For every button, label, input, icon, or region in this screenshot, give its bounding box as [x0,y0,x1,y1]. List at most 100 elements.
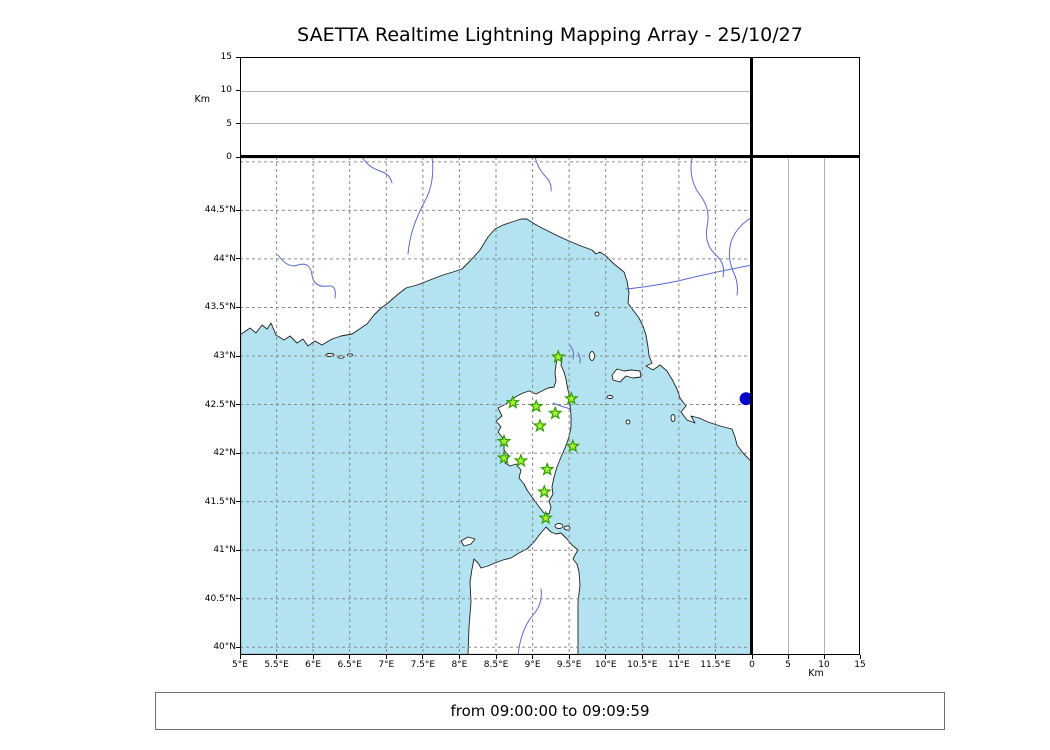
pianosa-island [606,395,614,399]
station-star [505,394,521,409]
lon-tick-label: 5.5°E [264,660,289,670]
lon-tick-mark [239,655,241,659]
alt-tick-label-bottom: 10 [818,660,830,670]
lon-tick-label: 8°E [451,660,468,670]
alt-tick-label-bottom: 0 [749,660,755,670]
lon-tick-mark [349,655,351,659]
asinara-island [460,536,476,547]
lon-tick-label: 6.5°E [337,660,362,670]
lon-tick-label: 7.5°E [410,660,436,670]
river [277,254,336,299]
lat-tick-mark [236,404,240,406]
lat-tick-label: 41°N [213,545,236,556]
lat-tick-label: 40.5°N [204,593,236,604]
lon-tick-mark [276,655,278,659]
lon-tick-mark [714,655,716,659]
lon-tick-mark [641,655,643,659]
sardinia-coastline [467,526,581,655]
lat-tick-mark [236,355,240,357]
altitude-vs-longitude-panel [240,57,752,157]
lat-tick-label: 44.5°N [204,205,236,216]
alt-tick-label-bottom: 5 [785,660,791,670]
lon-tick-mark [458,655,460,659]
lat-tick-mark [236,258,240,260]
lon-tick-label: 10.5°E [627,660,658,670]
lat-tick-mark [236,646,240,648]
event-dot [739,392,752,406]
altitude-gridline [788,158,790,654]
station-star [563,390,579,406]
altitude-axis-unit-top: Km [194,94,210,105]
station-star [536,484,552,499]
figure-title: SAETTA Realtime Lightning Mapping Array … [297,24,803,46]
station-star [538,510,554,525]
lat-tick-label: 40°N [213,642,236,653]
divider-horizontal [240,155,860,158]
alt-tick-mark [751,655,753,659]
lat-tick-mark [236,306,240,308]
station-star [565,438,581,453]
lat-tick-mark [236,549,240,551]
station-star [532,418,548,433]
grid-layer [240,157,752,655]
river [407,157,434,255]
alt-tick-label-bottom: 15 [854,660,866,670]
station-star [539,461,555,476]
elba-island [611,368,642,383]
lon-tick-label: 10°E [594,660,617,670]
alt-tick-mark [236,123,240,125]
lon-tick-mark [422,655,424,659]
station-star [496,433,512,448]
lon-tick-mark [312,655,314,659]
river [728,216,752,296]
altitude-gridline [241,90,751,92]
alt-tick-label-left: 0 [226,152,232,162]
montecristo-island [625,419,631,425]
station-star [547,405,563,420]
lon-tick-mark [568,655,570,659]
altitude-axis-unit-right: Km [808,668,824,679]
river [552,402,572,410]
map-canvas [240,157,752,655]
lat-tick-label: 43°N [213,351,236,361]
lon-tick-mark [605,655,607,659]
altitude-histogram-panel [752,57,860,157]
lat-tick-label: 42°N [213,448,236,459]
lat-tick-mark [236,598,240,600]
station-star [513,453,529,468]
giglio-island [670,414,676,422]
lat-tick-mark [236,209,240,211]
lon-tick-label: 6°E [305,660,322,670]
lat-tick-mark [236,452,240,454]
lon-tick-label: 5°E [232,660,248,670]
river [690,157,725,278]
station-star [528,398,544,413]
lon-tick-mark [678,655,680,659]
lon-tick-label: 9°E [524,660,541,670]
lat-tick-label: 41.5°N [204,496,236,507]
station-star [550,349,566,364]
lon-tick-label: 7°E [378,660,395,670]
river [577,352,581,364]
alt-tick-label-left: 5 [226,118,232,129]
station-star [496,450,512,465]
corsica-coastline [495,354,572,515]
altitude-vs-latitude-panel [752,157,860,655]
alt-tick-mark [236,89,240,91]
time-window-text: from 09:00:00 to 09:09:59 [450,702,650,720]
gorgona-island [594,311,600,317]
alt-tick-mark [236,156,240,158]
alt-tick-label-left: 10 [220,85,232,96]
alt-tick-mark [787,655,789,659]
alt-tick-mark [859,655,861,659]
lat-tick-mark [236,501,240,503]
lon-tick-label: 8.5°E [483,660,509,670]
river-layer [277,157,752,655]
altitude-gridline [241,123,751,125]
maddalena-island-2 [563,525,571,531]
lon-tick-label: 9.5°E [556,660,582,670]
map-panel [240,157,752,655]
land-layer [240,157,752,655]
lon-tick-label: 11.5°E [700,660,731,670]
